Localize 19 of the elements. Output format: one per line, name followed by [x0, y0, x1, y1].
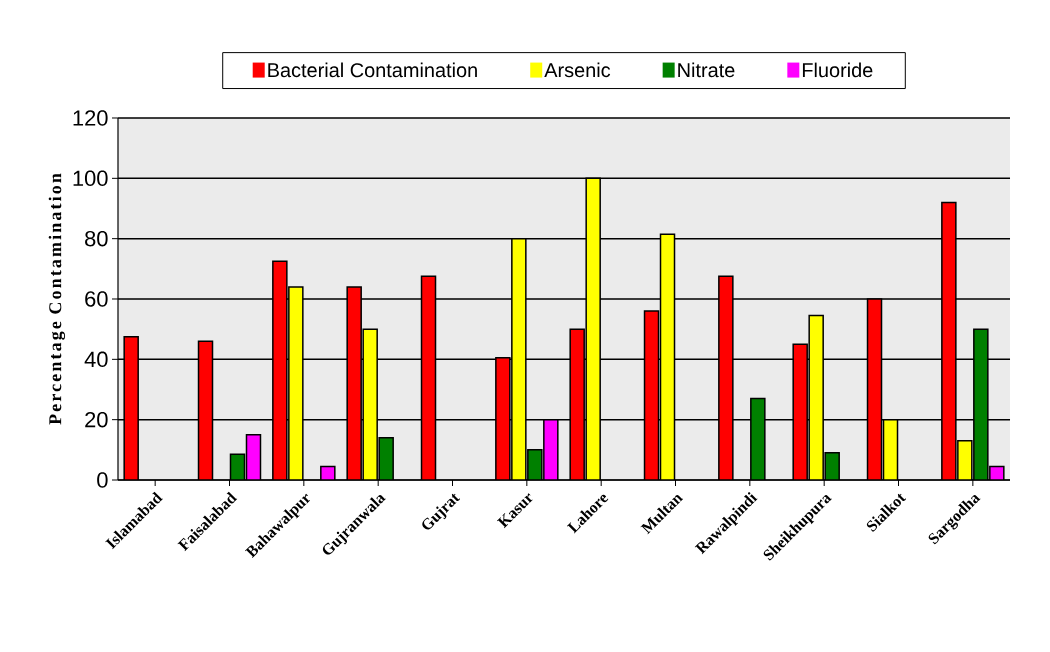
bar: [420, 275, 437, 480]
legend-label: Bacterial Contamination: [268, 62, 477, 78]
bar: [245, 434, 262, 480]
bar: [659, 233, 676, 480]
legend-label: Nitrate: [678, 62, 735, 78]
bar: [866, 298, 883, 480]
legend-label: Fluoride: [802, 62, 873, 78]
y-tick-label: 0: [97, 472, 108, 488]
bar: [197, 340, 214, 480]
y-axis-title: Percentage Contamination: [48, 173, 66, 425]
bar: [643, 310, 660, 480]
legend-label: Arsenic: [544, 62, 611, 78]
y-tick-label: 100: [73, 170, 108, 187]
y-tick-label: 20: [85, 411, 108, 428]
y-tick-label: 40: [84, 351, 108, 368]
y-tick-label: 60: [85, 291, 108, 307]
y-tick-label: 80: [85, 230, 108, 247]
y-tick-label: 120: [73, 110, 108, 126]
bar: [882, 418, 899, 480]
